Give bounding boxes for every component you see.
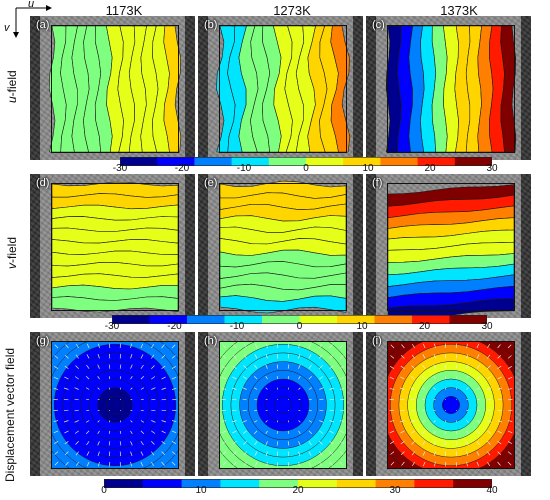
colorbar-tick-label: -10 [236, 163, 252, 174]
panel-a: (a) [30, 16, 195, 160]
panel-tag-b: (b) [204, 19, 218, 31]
colorbar-tick-label: 0 [296, 321, 303, 332]
u-field-1373k-map [385, 25, 517, 153]
row-label-v-field: v-field [5, 236, 19, 269]
column-header-1373k: 1373K [440, 3, 478, 18]
u-field-1273k-map [216, 25, 351, 153]
v-axis-label: v [4, 22, 10, 34]
panel-c: (c) [366, 16, 531, 160]
panel-h: (h) [198, 332, 363, 476]
panel-b: (b) [198, 16, 363, 160]
v-field-1273k-map [219, 180, 347, 314]
panel-tag-a: (a) [36, 19, 50, 31]
colorbar-tick-label: 30 [486, 163, 498, 174]
panel-e: (e) [198, 174, 363, 318]
colorbar-v: -30 -20 -10 0 10 20 30 [105, 311, 493, 333]
colorbar-tick-label: 10 [362, 163, 374, 174]
colorbar-tick-label: 20 [418, 321, 431, 332]
colorbar-tick-label: -30 [112, 163, 128, 174]
colorbar-v-gradient [112, 315, 488, 324]
colorbar-tick-label: 30 [481, 321, 493, 332]
panel-tag-d: (d) [36, 177, 50, 189]
colorbar-tick-label: 20 [292, 485, 304, 496]
colorbar-displacement: 0 10 20 30 40 [101, 475, 498, 497]
colorbar-u: -30 -20 -10 0 10 20 30 [113, 153, 498, 175]
displacement-1173k-map [51, 341, 179, 469]
colorbar-displacement-gradient [104, 479, 493, 488]
colorbar-tick-label: 10 [195, 485, 207, 496]
colorbar-tick-label: -30 [104, 321, 120, 332]
axes-indicator [13, 5, 52, 38]
colorbar-tick-label: 30 [389, 485, 401, 496]
column-header-1173k: 1173K [105, 3, 143, 18]
colorbar-u-gradient [120, 157, 493, 166]
v-field-1173k-map [51, 181, 179, 313]
row-label-u-field: u-field [5, 70, 19, 103]
panel-tag-g: (g) [36, 335, 50, 347]
panel-tag-i: (i) [372, 335, 382, 347]
colorbar-tick-label: 20 [424, 163, 436, 174]
panel-g: (g) [30, 332, 195, 476]
row-label-displacement: Displacement vector field [3, 347, 17, 482]
colorbar-tick-label: 10 [356, 321, 368, 332]
colorbar-tick-label: -10 [229, 321, 245, 332]
u-axis-label: u [28, 0, 35, 10]
colorbar-tick-label: 0 [303, 163, 309, 174]
v-field-1373k-map [387, 183, 515, 318]
colorbar-tick-label: -20 [174, 163, 190, 174]
displacement-1273k-map [219, 341, 347, 469]
displacement-1373k-map [387, 341, 515, 469]
panel-tag-e: (e) [204, 177, 218, 189]
panel-i: (i) [366, 332, 531, 476]
panel-tag-c: (c) [372, 19, 385, 31]
panel-tag-h: (h) [204, 335, 218, 347]
colorbar-tick-label: 0 [101, 485, 107, 496]
u-field-1173k-map [48, 25, 182, 153]
panel-f: (f) [366, 174, 531, 318]
colorbar-tick-label: -20 [167, 321, 182, 332]
column-header-1273k: 1273K [273, 3, 311, 18]
panel-d: (d) [30, 174, 195, 318]
colorbar-tick-label: 40 [486, 485, 498, 496]
panel-tag-f: (f) [372, 177, 383, 189]
